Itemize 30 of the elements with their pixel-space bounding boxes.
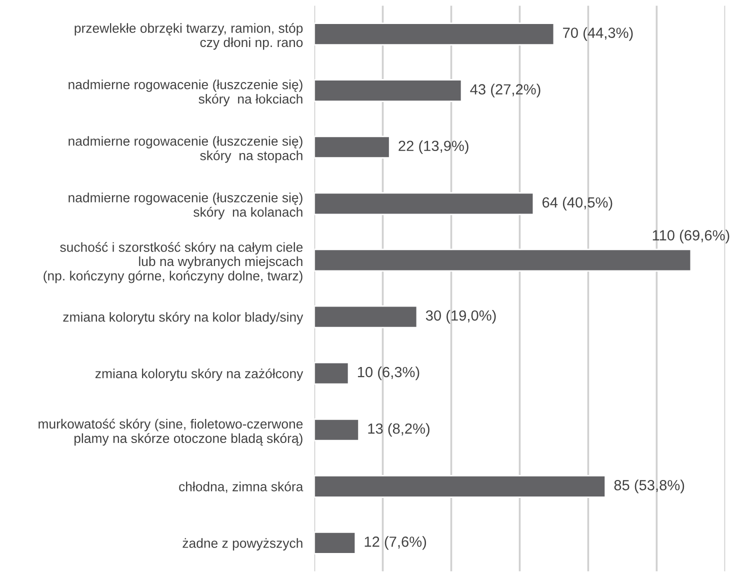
y-tick-label: nadmierne rogowacenie (łuszczenie się) skóry na kolanach (68, 192, 302, 220)
y-tick-label: żadne z powyższych (182, 538, 302, 550)
y-tick-label: nadmierne rogowacenie (łuszczenie się) skóry na łokciach (68, 80, 302, 106)
data-label: 64 (40,5%) (542, 196, 612, 210)
bar (314, 192, 534, 216)
y-tick-label: przewlekłe obrzęki twarzy, ramion, stóp czy dłoni np. rano (74, 23, 303, 50)
data-label: 110 (69,6%) (652, 230, 730, 244)
bar (314, 248, 692, 272)
y-tick-label: murkowatość skóry (sine, fioletowo-czerwone plamy na skórze otoczone bladą skórą) (38, 418, 303, 446)
bar (314, 362, 350, 385)
data-label: 13 (8,2%) (368, 423, 430, 437)
data-label: 12 (7,6%) (364, 536, 426, 550)
bar (314, 136, 390, 159)
data-label: 85 (53,8%) (614, 480, 684, 494)
y-tick-label: zmiana kolorytu skóry na zażółcony (95, 368, 304, 381)
data-label: 43 (27,2%) (470, 84, 540, 98)
data-label: 30 (19,0%) (426, 310, 496, 324)
data-label: 10 (6,3%) (358, 366, 420, 380)
bar (314, 532, 356, 554)
bar (314, 474, 606, 498)
y-tick-label: zmiana kolorytu skóry na kolor blady/siny (63, 312, 304, 324)
data-label: 70 (44,3%) (563, 27, 633, 41)
bar (314, 22, 555, 46)
bar (314, 305, 418, 328)
bar (314, 79, 462, 102)
y-tick-label: nadmierne rogowacenie (łuszczenie się) skóry na stopach (68, 136, 302, 163)
data-label: 22 (13,9%) (398, 140, 468, 154)
bar (314, 418, 360, 442)
y-tick-label: chłodna, zimna skóra (179, 481, 304, 493)
y-tick-label: suchość i szorstkość skóry na całym ciele lub na wybranych miejscach (np. kończyny górne, kończyny dolne, twarz) (44, 242, 303, 284)
